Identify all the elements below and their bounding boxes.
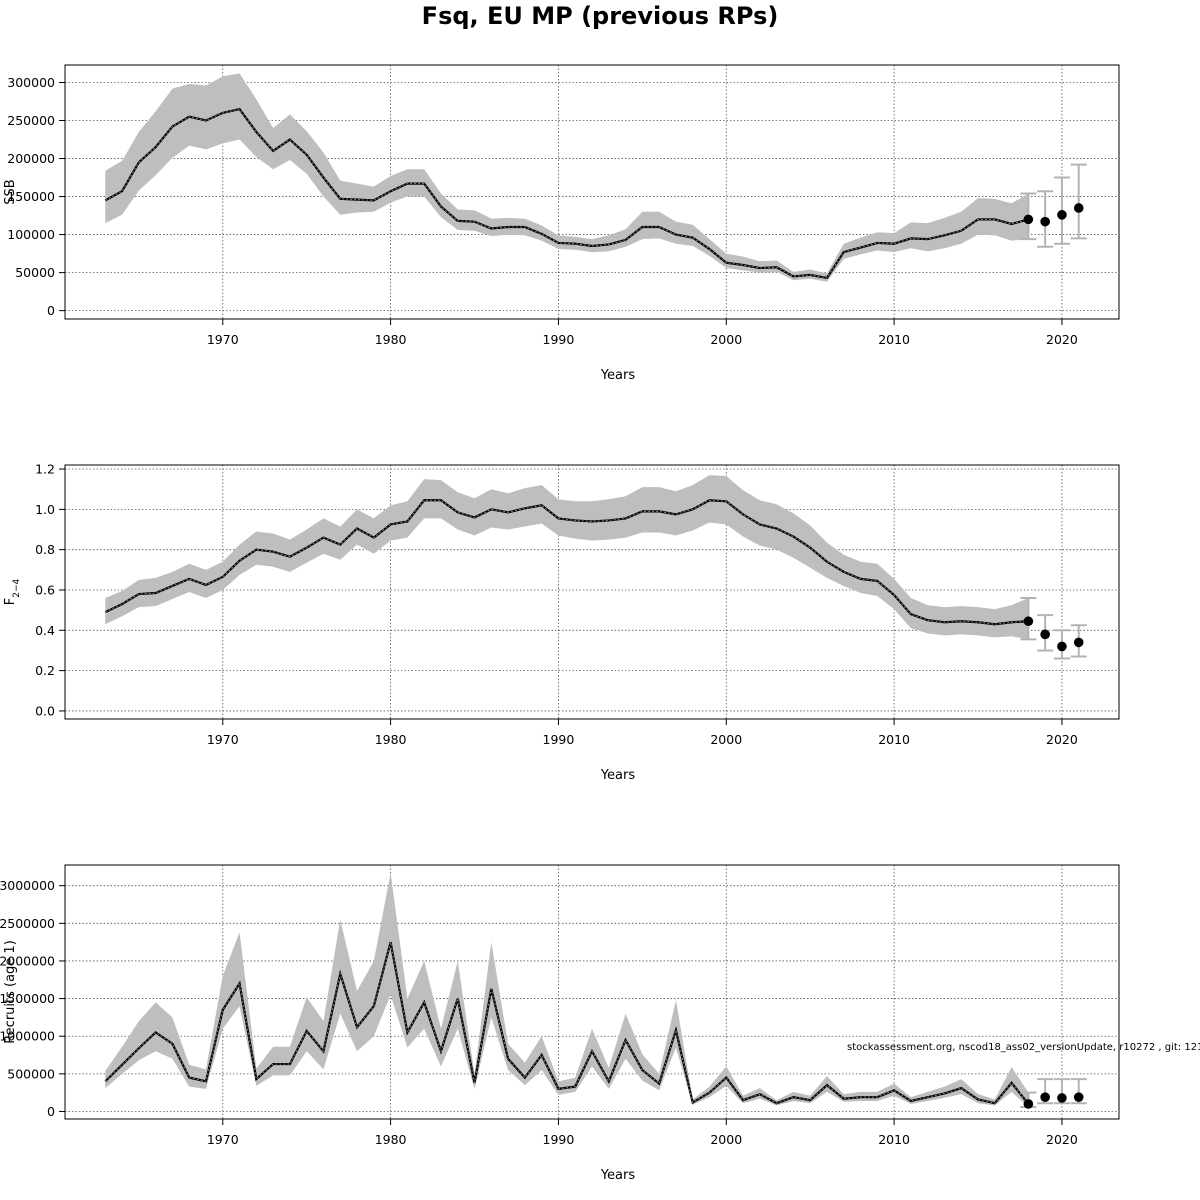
y-axis-label-subscript: 2−4 xyxy=(12,578,22,597)
y-tick-label: 150000 xyxy=(7,189,55,204)
x-tick-label: 1980 xyxy=(375,732,407,747)
x-tick-label: 2020 xyxy=(1046,332,1078,347)
x-tick-label: 2020 xyxy=(1046,1132,1078,1147)
x-axis-label: Years xyxy=(600,1168,636,1183)
y-tick-label: 300000 xyxy=(7,75,55,90)
y-axis-label: Recruits (age 1) xyxy=(3,940,18,1044)
x-tick-label: 1990 xyxy=(543,1132,575,1147)
projection-point xyxy=(1073,203,1084,213)
x-tick-label: 1980 xyxy=(375,332,407,347)
x-tick-label: 1970 xyxy=(207,732,239,747)
plot-frame xyxy=(64,464,1120,720)
x-tick-label: 2010 xyxy=(878,332,910,347)
y-tick-label: 2000000 xyxy=(0,953,55,968)
panel-1: 1970 1980 1990 2000 2010 2020 0 50000 100000 1500… xyxy=(3,64,1120,383)
projection-point xyxy=(1040,1092,1050,1102)
y-tick-label: 100000 xyxy=(7,227,55,242)
projection-point xyxy=(1057,641,1067,652)
y-tick-label: 0.6 xyxy=(35,582,55,597)
y-tick-label: 250000 xyxy=(7,113,55,128)
y-tick-label: 1500000 xyxy=(0,991,55,1006)
projection-point xyxy=(1073,1092,1084,1102)
x-tick-label: 1970 xyxy=(207,1132,239,1147)
y-tick-label: 500000 xyxy=(7,1066,55,1081)
plot-frame xyxy=(64,864,1120,1120)
confidence-band xyxy=(105,73,1029,282)
panel-2: 1970 1980 1990 2000 2010 2020 0.0 0.2 0.4 0.6 0.8 1… xyxy=(3,462,1120,783)
projection-point xyxy=(1023,1099,1034,1109)
y-tick-label: 0.0 xyxy=(35,703,55,718)
y-axis-label: F2−4 xyxy=(3,578,22,605)
x-tick-label: 2010 xyxy=(878,732,910,747)
y-axis-label: SSB xyxy=(3,179,18,204)
projection-point xyxy=(1040,216,1050,227)
confidence-band xyxy=(105,872,1029,1107)
projection-point xyxy=(1057,1093,1067,1103)
x-tick-label: 2010 xyxy=(878,1132,910,1147)
estimate-line-dash xyxy=(105,108,1029,279)
y-tick-label: 50000 xyxy=(15,265,55,280)
y-tick-label: 0.4 xyxy=(35,623,55,638)
y-tick-label: 0.2 xyxy=(35,663,55,678)
x-axis-label: Years xyxy=(600,368,636,383)
projection-point xyxy=(1073,637,1084,648)
y-tick-label: 3000000 xyxy=(0,878,55,893)
x-tick-label: 1980 xyxy=(375,1132,407,1147)
projection-point xyxy=(1057,210,1067,220)
panel-3: 1970 1980 1990 2000 2010 2020 0 500000 1000000 15… xyxy=(0,864,1120,1183)
x-tick-label: 1970 xyxy=(207,332,239,347)
footnote: stockassessment.org, nscod18_ass02_versi… xyxy=(847,1042,1200,1053)
projection-point xyxy=(1023,214,1034,225)
x-tick-label: 2000 xyxy=(710,1132,742,1147)
estimate-line-dash xyxy=(105,499,1029,625)
projection-point xyxy=(1040,629,1050,640)
y-tick-label: 0 xyxy=(47,1104,55,1119)
x-tick-label: 2000 xyxy=(710,732,742,747)
y-tick-label: 1.0 xyxy=(35,502,55,517)
x-tick-label: 2020 xyxy=(1046,732,1078,747)
y-tick-label: 2500000 xyxy=(0,916,55,931)
y-tick-label: 0 xyxy=(47,303,55,318)
y-tick-label: 1000000 xyxy=(0,1029,55,1044)
x-tick-label: 2000 xyxy=(710,332,742,347)
y-tick-label: 0.8 xyxy=(35,542,55,557)
estimate-line-dash xyxy=(104,942,1029,1105)
y-tick-label: 1.2 xyxy=(35,462,55,477)
plot-frame xyxy=(64,64,1120,320)
x-axis-label: Years xyxy=(600,768,636,783)
projection-point xyxy=(1023,616,1034,627)
x-tick-label: 1990 xyxy=(543,732,575,747)
x-tick-label: 1990 xyxy=(543,332,575,347)
y-tick-label: 200000 xyxy=(7,151,55,166)
chart-title: Fsq, EU MP (previous RPs) xyxy=(421,2,779,30)
